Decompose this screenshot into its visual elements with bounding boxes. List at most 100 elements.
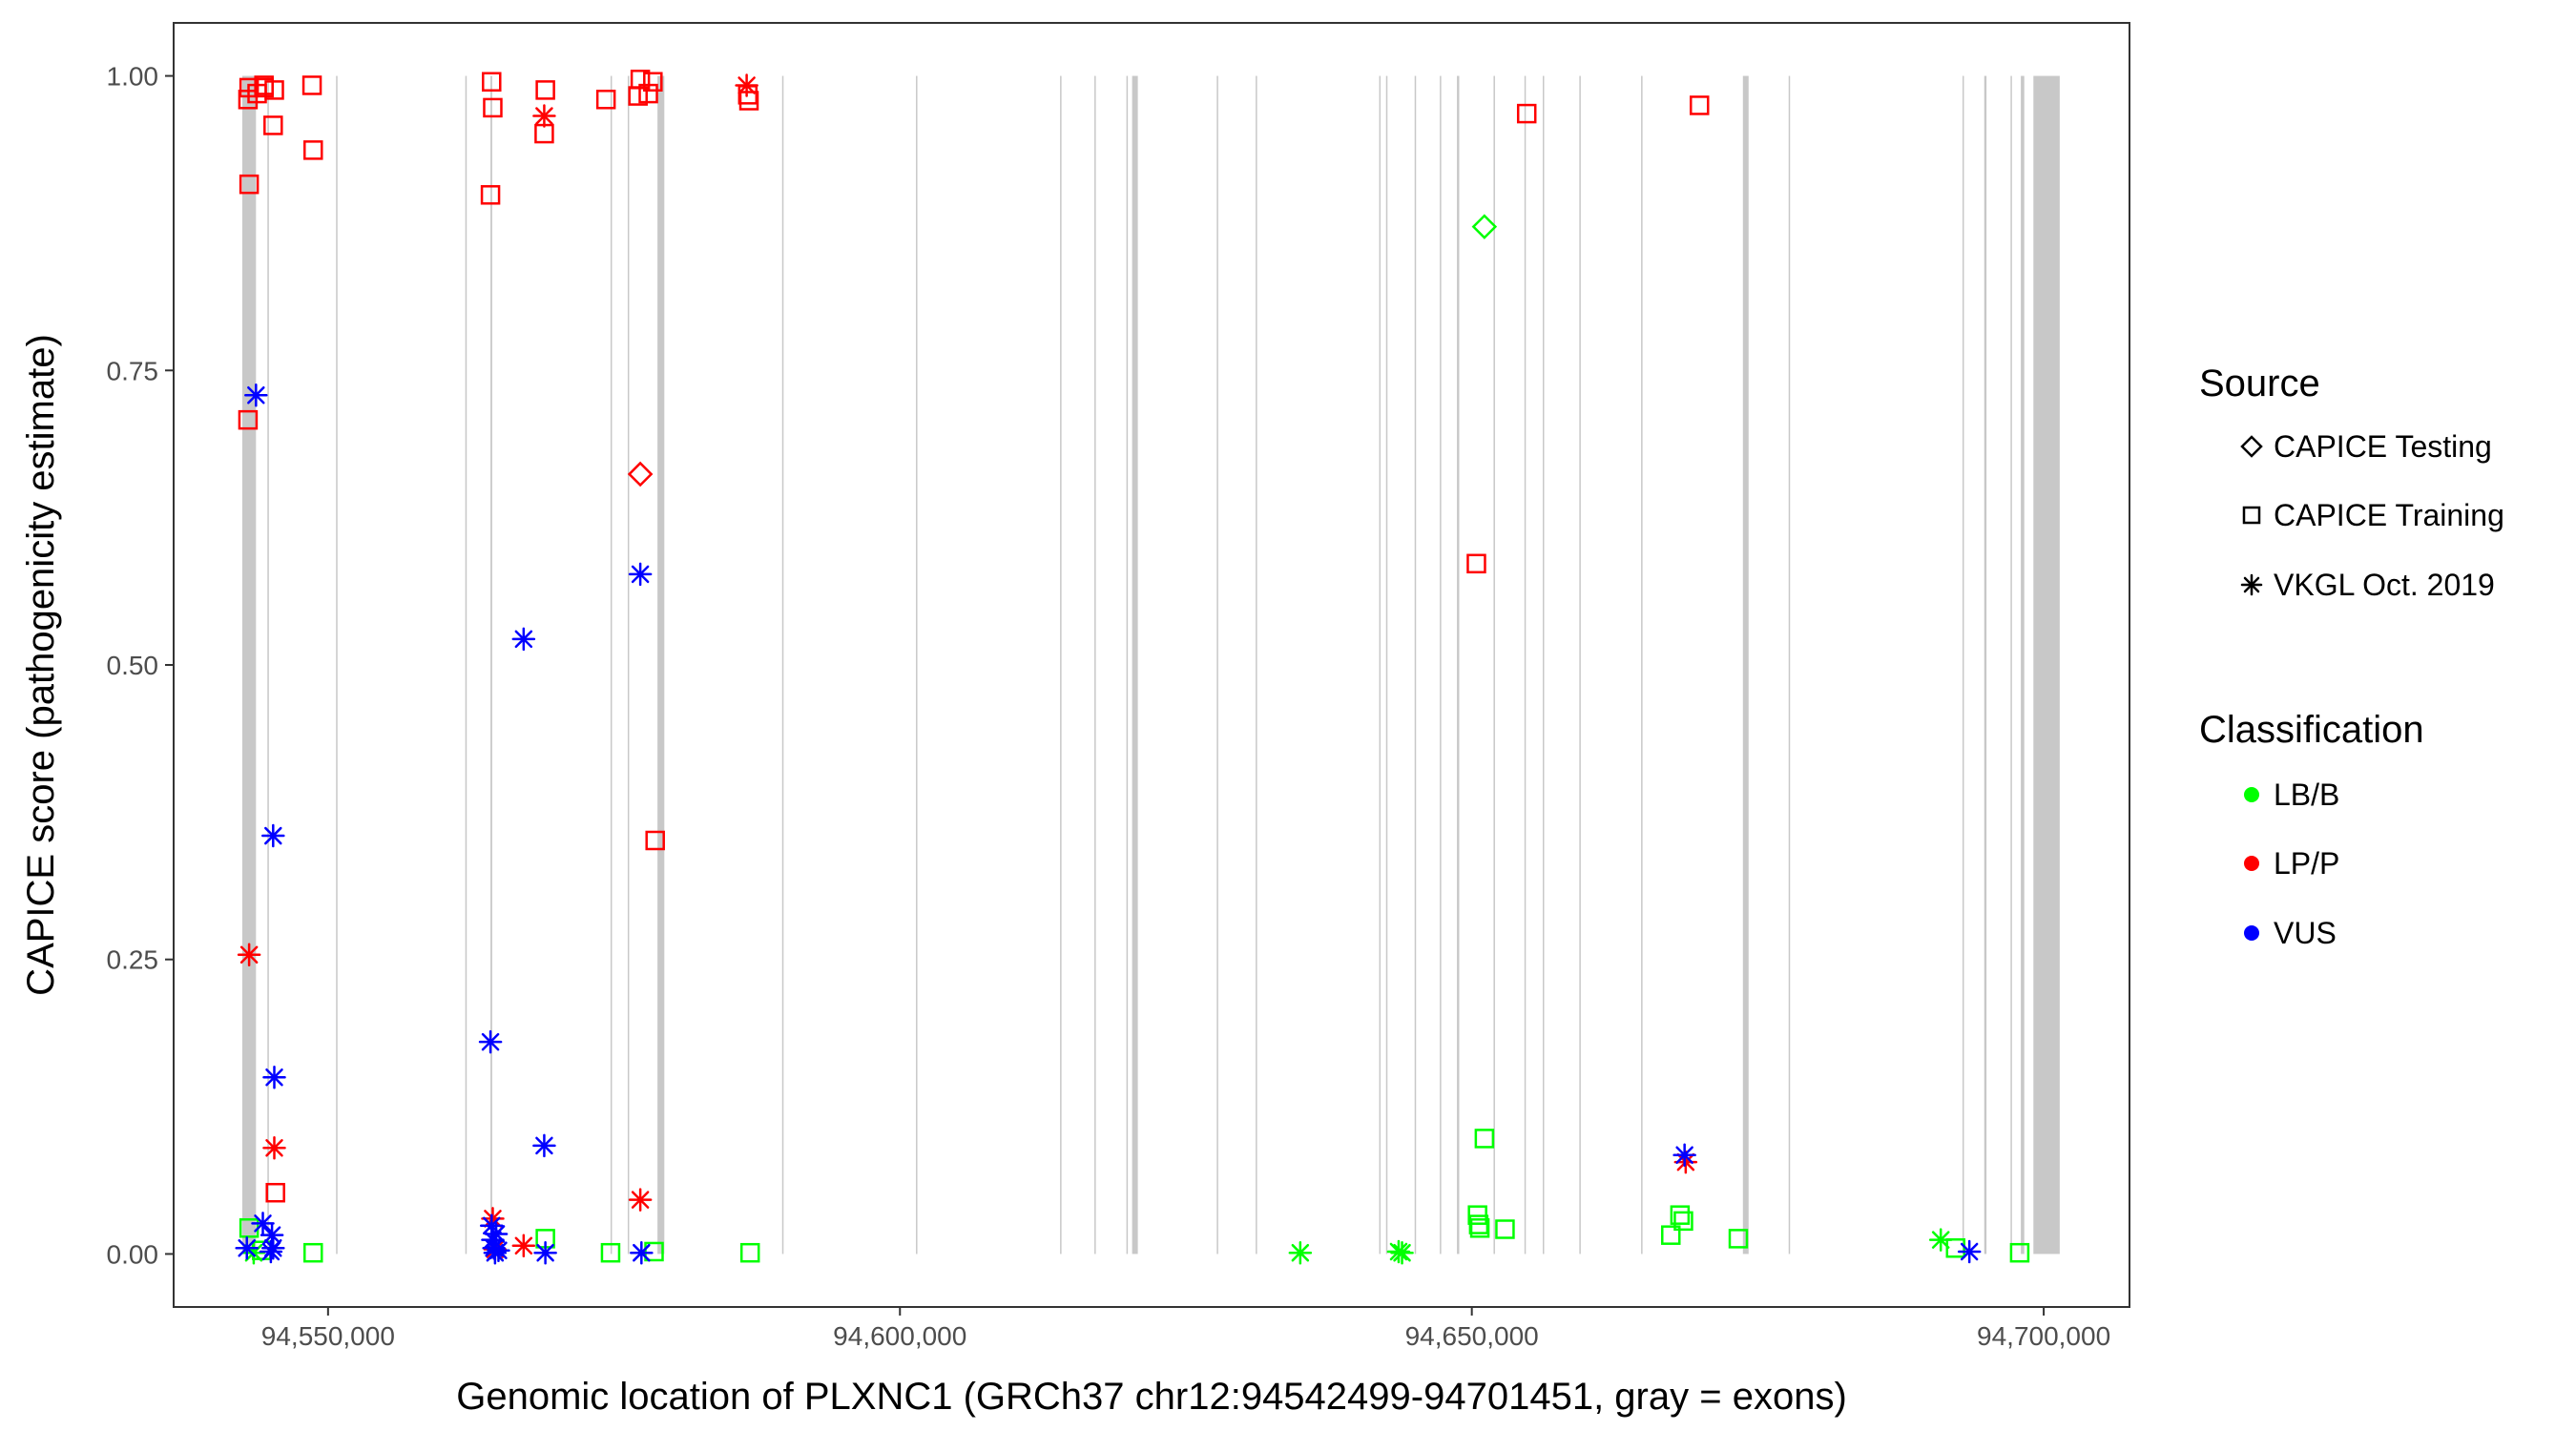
legend-source-training-label: CAPICE Training: [2274, 498, 2504, 532]
exon-band: [267, 75, 269, 1255]
data-points: [235, 70, 2030, 1265]
data-point-training: [483, 97, 503, 118]
legend-asterisk-icon: [2240, 573, 2263, 596]
data-point-training: [1661, 1225, 1681, 1245]
data-point-training: [1673, 1211, 1693, 1232]
data-point-vkgl: [262, 1136, 286, 1160]
legend-source-vkgl-label: VKGL Oct. 2019: [2274, 568, 2495, 602]
data-point-training: [239, 174, 260, 195]
data-point-vkgl: [261, 823, 285, 848]
data-point-training: [595, 90, 616, 110]
legend-source: Source CAPICE Testing CAPICE Training VK…: [2199, 363, 2504, 602]
exon-band: [627, 75, 630, 1255]
data-point-training: [254, 75, 274, 95]
data-point-vkgl: [511, 1234, 536, 1258]
data-point-training: [643, 72, 663, 92]
data-point-vkgl: [533, 1240, 557, 1265]
data-point-training: [239, 77, 260, 98]
data-point-vkgl: [628, 1188, 653, 1212]
exon-band: [1126, 75, 1129, 1255]
data-point-training: [1728, 1229, 1749, 1249]
data-point-training: [263, 115, 283, 135]
x-tick-label: 94,650,000: [1405, 1321, 1539, 1351]
legend-lbb-dot-icon: [2244, 787, 2259, 802]
legend-source-testing-label: CAPICE Testing: [2274, 429, 2492, 464]
data-point-vkgl: [1390, 1240, 1414, 1265]
data-point-training: [480, 185, 501, 205]
data-point-testing: [627, 461, 654, 487]
legend-vus-label: VUS: [2274, 916, 2337, 950]
data-point-vkgl: [478, 1029, 503, 1054]
x-axis-title: Genomic location of PLXNC1 (GRCh37 chr12…: [456, 1376, 1847, 1418]
exon-bands: [241, 75, 2060, 1255]
data-point-vkgl: [235, 1236, 259, 1260]
data-point-training: [600, 1242, 621, 1263]
data-point-training: [1516, 103, 1537, 124]
x-tick-label: 94,600,000: [833, 1321, 966, 1351]
data-point-training: [630, 70, 651, 90]
data-point-vkgl: [484, 1222, 509, 1246]
data-point-training: [482, 72, 502, 92]
y-tick-label: 0.50: [107, 651, 159, 680]
data-point-training: [738, 91, 759, 111]
legend-lbb-label: LB/B: [2274, 778, 2339, 812]
exon-band: [657, 75, 665, 1255]
data-point-training: [301, 75, 322, 95]
data-point-training: [1689, 95, 1710, 115]
exon-band: [1414, 75, 1417, 1255]
x-axis: 94,550,000 94,600,000 94,650,000 94,700,000: [261, 1307, 2110, 1351]
y-axis: 0.00 0.25 0.50 0.75 1.00: [107, 62, 174, 1269]
data-point-vkgl: [1957, 1239, 1982, 1264]
data-point-vkgl: [630, 1240, 654, 1265]
data-point-training: [535, 80, 555, 100]
exon-band: [1579, 75, 1581, 1255]
exon-band: [1385, 75, 1388, 1255]
exon-band: [1256, 75, 1257, 1255]
data-point-training: [303, 1242, 323, 1263]
exon-band: [2033, 75, 2060, 1255]
legend-classification: Classification LB/B LP/P VUS: [2199, 709, 2424, 950]
data-point-vkgl: [262, 1065, 286, 1089]
data-point-vkgl: [251, 1212, 275, 1235]
data-point-training: [265, 1182, 285, 1203]
legend-diamond-icon: [2240, 435, 2263, 458]
data-point-vkgl: [1672, 1143, 1696, 1167]
exon-band: [916, 75, 918, 1255]
exon-band: [1962, 75, 1964, 1255]
x-tick-label: 94,550,000: [261, 1321, 395, 1351]
data-point-vkgl: [244, 383, 268, 407]
exon-band: [1543, 75, 1545, 1255]
exon-band: [1493, 75, 1495, 1255]
data-point-testing: [1471, 214, 1498, 239]
data-point-training: [238, 409, 259, 430]
data-point-vkgl: [487, 1238, 510, 1262]
data-point-training: [2009, 1242, 2030, 1263]
exon-band: [2021, 75, 2025, 1255]
exon-band: [1379, 75, 1381, 1255]
exon-band: [1524, 75, 1527, 1255]
legend-classification-title: Classification: [2199, 709, 2424, 751]
legend-source-title: Source: [2199, 363, 2320, 404]
data-point-vkgl: [628, 562, 653, 587]
exon-band: [241, 75, 257, 1255]
exon-band: [781, 75, 784, 1255]
exon-band: [465, 75, 467, 1255]
exon-band: [336, 75, 338, 1255]
exon-band: [1216, 75, 1218, 1255]
data-point-training: [739, 1242, 760, 1263]
y-tick-label: 0.75: [107, 356, 159, 385]
data-point-training: [1468, 1214, 1489, 1234]
y-axis-title: CAPICE score (pathogenicity estimate): [20, 334, 62, 996]
data-point-vkgl: [259, 1239, 283, 1264]
data-point-training: [1474, 1129, 1495, 1149]
exon-band: [1984, 75, 1987, 1255]
exon-band: [1641, 75, 1643, 1255]
legend-lpp-label: LP/P: [2274, 846, 2339, 881]
data-point-vkgl: [1288, 1240, 1313, 1265]
data-point-training: [1466, 553, 1486, 574]
exon-band: [1060, 75, 1062, 1255]
data-point-vkgl: [237, 943, 261, 967]
y-tick-label: 0.00: [107, 1239, 159, 1269]
